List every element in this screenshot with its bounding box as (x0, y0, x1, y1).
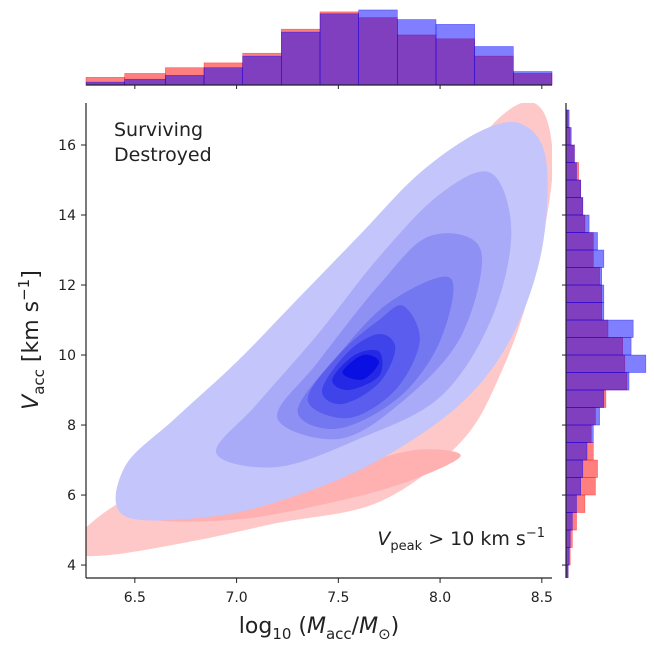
histogram-bar (566, 372, 630, 391)
histogram-bar (397, 19, 437, 86)
histogram-bar (566, 249, 605, 268)
histogram-bar (566, 477, 581, 496)
histogram-bar (566, 459, 584, 478)
histogram-bar (566, 529, 571, 548)
histogram-bar (566, 494, 577, 513)
histogram-bar (566, 267, 603, 286)
histogram-bar (566, 144, 575, 163)
x-tick-label: 8.0 (429, 590, 451, 606)
histogram-bar (566, 162, 577, 181)
histogram-bar (566, 512, 573, 531)
histogram-bar (165, 75, 205, 86)
histogram-bar (435, 24, 475, 86)
histogram-bar (566, 197, 584, 216)
x-tick-label: 7.5 (327, 590, 349, 606)
y-tick-label: 14 (58, 208, 76, 224)
histogram-bar (358, 9, 398, 86)
histogram-bar (566, 232, 598, 251)
histogram-bar (566, 337, 632, 356)
histogram-bar (566, 319, 634, 338)
y-tick-label: 6 (67, 488, 76, 504)
histogram-bar (203, 67, 243, 86)
x-tick-label: 6.5 (124, 590, 146, 606)
top-histogram (85, 9, 553, 86)
histogram-bar (566, 354, 647, 373)
histogram-bar (566, 389, 605, 408)
y-tick-label: 8 (67, 418, 76, 434)
axes: 6.5 7.0 7.5 8.0 8.5 4 6 8 10 12 14 16 Surviving Destr… (58, 84, 567, 606)
x-axis-label: log10 (Macc/M⊙) (239, 614, 399, 643)
x-tick-label: 8.5 (531, 590, 553, 606)
x-tick-label: 7.0 (225, 590, 247, 606)
contour-area (86, 103, 552, 557)
y-tick-label: 16 (58, 138, 76, 154)
right-histogram (566, 109, 647, 578)
y-tick-label: 10 (58, 348, 76, 364)
y-tick-label: 12 (58, 278, 76, 294)
histogram-bar (566, 407, 600, 426)
y-axis-label: Vacc [km s−1] (15, 270, 48, 410)
histogram-bar (566, 284, 605, 303)
histogram-bar (566, 302, 605, 321)
histogram-bar (474, 46, 514, 86)
histogram-bar (281, 31, 321, 86)
y-tick-label: 4 (67, 558, 76, 574)
histogram-bar (566, 214, 590, 233)
histogram-bar (124, 78, 166, 86)
legend-entry: Destroyed (114, 144, 212, 166)
histogram-bar (566, 424, 594, 443)
legend-entry: Surviving (114, 119, 203, 141)
annotation: Vpeak > 10 km s−1 (377, 526, 545, 554)
histogram-bar (566, 127, 572, 146)
contour-level (342, 354, 380, 380)
histogram-bar (566, 109, 570, 128)
histogram-bar (319, 13, 359, 86)
histogram-bar (566, 179, 581, 198)
histogram-bar (242, 55, 282, 86)
histogram-bar (513, 71, 553, 86)
histogram-bar (566, 442, 588, 461)
